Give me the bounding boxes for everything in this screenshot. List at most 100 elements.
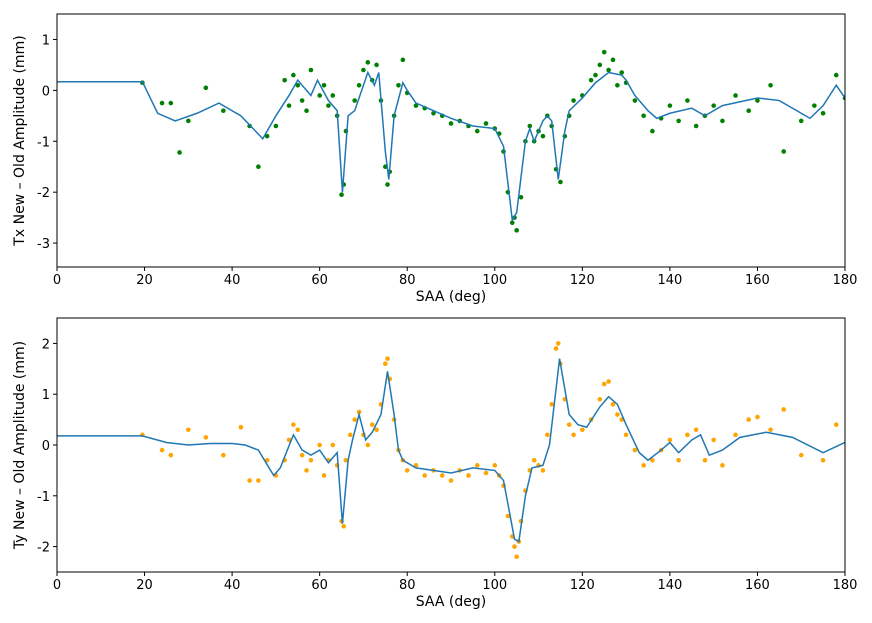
y-tick-label: 0 (42, 84, 50, 99)
point (439, 473, 445, 478)
point (317, 442, 322, 448)
point (593, 72, 598, 78)
point (385, 356, 390, 361)
x-tick-label: 180 (833, 273, 858, 288)
point (545, 432, 550, 438)
point (641, 463, 646, 468)
point (369, 422, 375, 427)
point (650, 457, 655, 463)
point (348, 432, 353, 438)
point (610, 57, 616, 63)
point (514, 228, 519, 233)
point (512, 544, 517, 549)
point (615, 412, 620, 417)
point (256, 164, 261, 170)
point (606, 379, 611, 384)
point (221, 452, 226, 458)
point (168, 100, 174, 106)
point (746, 108, 751, 114)
point (720, 463, 725, 468)
point (483, 121, 489, 126)
point (685, 98, 690, 103)
point (781, 407, 787, 412)
point (256, 478, 261, 483)
point (641, 113, 646, 119)
y-axis-label: Tx New – Old Amplitude (mm) (12, 35, 28, 246)
point (820, 110, 826, 116)
point (308, 457, 314, 463)
x-tick-label: 180 (833, 578, 858, 593)
point (159, 100, 165, 106)
point (601, 381, 607, 387)
x-tick-label: 100 (482, 273, 507, 288)
point (781, 149, 787, 154)
point (518, 194, 524, 200)
point (755, 414, 760, 420)
point (321, 82, 327, 88)
point (304, 468, 309, 473)
point (247, 478, 252, 483)
point (540, 133, 546, 139)
point (374, 427, 379, 433)
x-tick-label: 60 (311, 578, 328, 593)
point (768, 82, 773, 88)
point (177, 150, 182, 155)
point (291, 72, 296, 78)
point (352, 417, 357, 422)
point (273, 123, 279, 129)
x-tick-label: 140 (657, 578, 682, 593)
point (299, 98, 305, 103)
point (483, 470, 489, 476)
point (291, 422, 296, 427)
point (733, 432, 738, 438)
point (702, 457, 708, 463)
point (365, 442, 371, 448)
point (812, 103, 817, 108)
point (330, 93, 336, 98)
point (667, 103, 673, 108)
x-tick-label: 40 (224, 578, 241, 593)
point (798, 452, 804, 458)
point (341, 523, 347, 529)
x-tick-label: 160 (745, 273, 770, 288)
point (264, 133, 270, 139)
point (330, 442, 336, 448)
x-axis-label: SAA (deg) (416, 289, 486, 305)
point (549, 402, 554, 407)
point (711, 103, 716, 108)
x-tick-label: 80 (399, 578, 416, 593)
point (615, 82, 620, 88)
plot-area (57, 49, 845, 233)
point (203, 435, 209, 440)
point (566, 422, 572, 427)
point (746, 417, 751, 422)
point (606, 67, 611, 73)
point (448, 121, 454, 126)
x-tick-label: 140 (657, 273, 682, 288)
point (474, 463, 480, 468)
x-tick-label: 20 (136, 273, 153, 288)
fit-line (57, 358, 845, 543)
point (540, 468, 546, 473)
point (650, 128, 655, 134)
point (597, 62, 603, 68)
point (676, 457, 681, 463)
axes: 0 20 40 60 80 100 120 140 160 180 -2 -1 0 1 2 SAA (deg)… (12, 317, 858, 610)
point (580, 427, 585, 433)
point (295, 427, 301, 433)
point (610, 402, 616, 407)
point (186, 427, 191, 433)
point (374, 62, 379, 68)
point (168, 452, 174, 458)
point (299, 452, 305, 458)
x-tick-label: 160 (745, 578, 770, 593)
point (720, 118, 725, 124)
point (601, 49, 607, 55)
x-tick-label: 100 (482, 578, 507, 593)
y-tick-label: -2 (37, 541, 50, 556)
y-axis-label: Ty New – Old Amplitude (mm) (12, 341, 28, 550)
point (597, 396, 603, 402)
x-tick-label: 80 (399, 273, 416, 288)
point (619, 70, 625, 75)
